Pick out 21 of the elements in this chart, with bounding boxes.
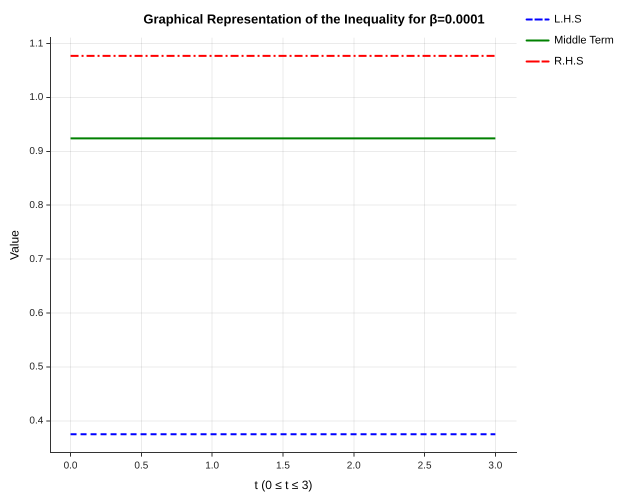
y-tick-label: 0.6 [29, 308, 44, 319]
x-tick-label: 2.5 [418, 460, 432, 472]
y-tick-label: 0.9 [29, 146, 44, 158]
y-tick-label: 0.4 [29, 416, 44, 427]
y-tick-label: 0.5 [29, 362, 44, 373]
x-tick-label: 3.0 [488, 460, 503, 472]
y-axis-title: Value [8, 230, 22, 260]
y-tick-label: 0.7 [29, 254, 44, 265]
legend-label: R.H.S [554, 56, 584, 68]
legend-label: L.H.S [554, 14, 582, 26]
y-tick-label: 1.0 [29, 92, 44, 104]
x-tick-label: 2.0 [346, 460, 362, 472]
x-axis-title: t (0 ≤ t ≤ 3) [254, 478, 312, 492]
x-tick-label: 0.0 [64, 460, 78, 472]
chart-title: Graphical Representation of the Inequality for β=0.0001 [143, 11, 485, 26]
x-tick-label: 1.5 [276, 460, 290, 472]
x-tick-label: 1.0 [205, 460, 220, 472]
x-tick-label: 0.5 [134, 460, 149, 472]
y-tick-label: 1.1 [29, 38, 44, 50]
legend-label: Middle Term [554, 34, 614, 47]
y-tick-label: 0.8 [29, 200, 44, 211]
